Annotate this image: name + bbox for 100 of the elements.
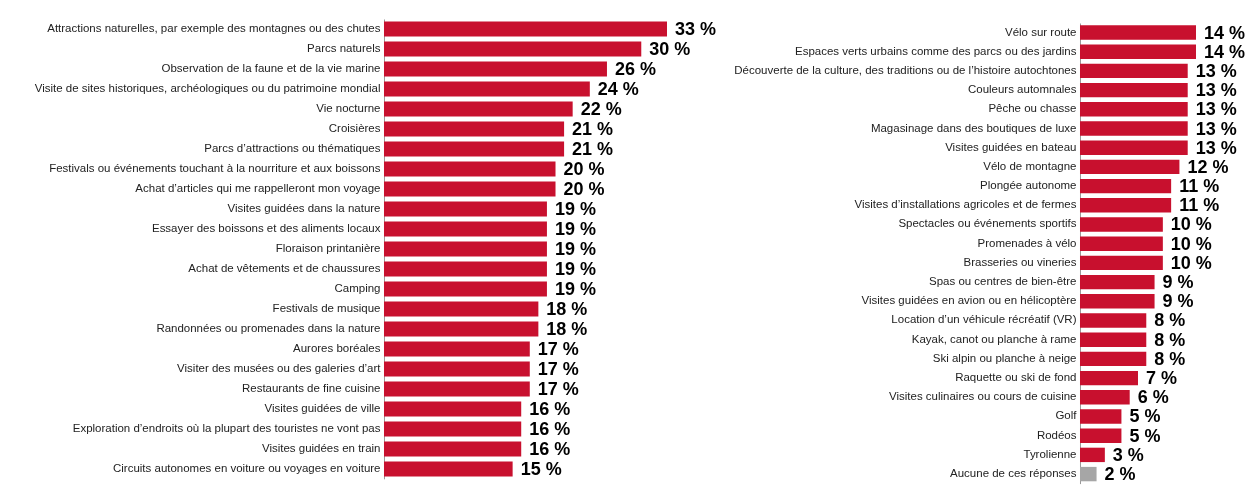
y-tick-label: Vélo sur route [1005,25,1077,38]
data-label: 8 % [1154,329,1186,350]
bar [1080,390,1130,405]
bar [1080,313,1147,328]
bar [1080,198,1172,213]
y-tick-label: Ski alpin ou planche à neige [932,351,1077,364]
bar [384,201,547,217]
data-label: 2 % [1104,464,1136,485]
data-label: 5 % [1129,406,1161,427]
y-tick-label: Achat d’articles qui me rappelleront mon voyage [135,181,381,194]
bar [384,341,530,357]
y-tick-label: Brasseries ou vineries [963,255,1077,268]
y-tick-label: Visites guidées en avion ou en hélicoptère [861,294,1077,307]
y-tick-label: Location d’un véhicule récréatif (VR) [891,313,1077,326]
bar [1080,217,1163,232]
y-tick-label: Visites culinaires ou cours de cuisine [889,390,1077,403]
y-tick-label: Camping [334,281,381,294]
bar [1080,178,1172,194]
y-tick-label: Randonnées ou promenades dans la nature [156,321,381,334]
data-label: 16 % [529,398,571,419]
y-tick-label: Observation de la faune et de la vie marine [161,61,381,74]
data-label: 30 % [649,38,691,59]
data-label: 8 % [1154,310,1186,331]
data-label: 3 % [1112,444,1144,465]
bar [1080,63,1188,79]
data-label: 13 % [1195,60,1237,81]
data-label: 16 % [529,418,571,439]
data-label: 20 % [563,158,605,179]
y-tick-label: Visites guidées de ville [264,401,381,414]
bar [384,421,522,437]
y-tick-label: Achat de vêtements et de chaussures [188,261,381,274]
y-tick-label: Magasinage dans des boutiques de luxe [870,121,1077,134]
y-tick-label: Visiter des musées ou des galeries d’art [177,361,382,374]
y-tick-label: Exploration d’endroits où la plupart des touristes ne vont pas [72,421,381,434]
data-label: 16 % [529,438,571,459]
bar [384,401,522,417]
bar [1080,370,1138,386]
data-label: 19 % [554,218,596,239]
y-tick-label: Rodéos [1036,428,1077,441]
bar [384,301,539,317]
y-tick-label: Tyrolienne [1023,447,1077,460]
data-label: 22 % [580,98,622,119]
data-label: 26 % [614,58,656,79]
data-label: 20 % [563,178,605,199]
y-tick-label: Kayak, canot ou planche à rame [911,332,1077,345]
data-label: 11 % [1179,195,1220,216]
bar [1080,332,1147,347]
bar [384,241,547,257]
data-label: 33 % [675,18,716,39]
bar [1080,159,1180,175]
bar [384,461,513,477]
bar [384,101,573,117]
data-label: 19 % [554,278,596,299]
y-tick-label: Essayer des boissons et des aliments locaux [151,221,381,234]
y-tick-label: Raquette ou ski de fond [955,371,1077,384]
bar [1080,236,1163,251]
bar [384,281,547,297]
bar [1080,255,1163,271]
data-label: 19 % [554,258,596,279]
bar [1080,102,1188,117]
data-label: 12 % [1187,156,1229,177]
bar [384,121,565,137]
y-tick-label: Plongée autonome [980,179,1077,192]
data-label: 10 % [1170,233,1212,254]
bar [384,221,547,237]
data-label: 5 % [1129,425,1161,446]
data-label: 10 % [1170,214,1212,235]
bar [1080,121,1188,136]
bar [1080,428,1122,443]
bar [1080,25,1196,40]
y-tick-label: Visites d’installations agricoles et de fermes [854,198,1077,211]
data-label: 9 % [1162,291,1194,312]
data-label: 18 % [546,298,588,319]
data-label: 9 % [1162,272,1194,293]
bar [1080,351,1147,367]
y-tick-label: Floraison printanière [275,241,381,254]
y-tick-label: Vélo de montagne [983,159,1077,172]
bar [384,161,556,177]
data-label: 6 % [1137,387,1169,408]
data-label: 19 % [554,198,596,219]
bar [384,381,530,397]
bar [1080,140,1188,155]
data-label: 13 % [1195,137,1237,158]
y-tick-label: Découverte de la culture, des traditions ou de l’histoire autochtones [734,63,1077,76]
bar [384,321,539,337]
y-tick-label: Vie nocturne [316,101,381,114]
y-tick-label: Parcs naturels [307,41,381,54]
bar [1080,466,1097,482]
data-label: 18 % [546,318,588,339]
y-tick-label: Visites guidées en train [261,441,381,454]
y-tick-label: Croisières [328,121,381,134]
bar [384,261,547,277]
data-label: 17 % [537,338,579,359]
data-label: 14 % [1203,41,1245,62]
bar [1080,274,1155,290]
data-label: 11 % [1179,176,1220,197]
bar [384,81,590,97]
y-tick-label: Visite de sites historiques, archéologiques ou du patrimoine mondial [34,81,381,94]
y-tick-label: Couleurs automnales [967,83,1077,96]
y-tick-label: Attractions naturelles, par exemple des montagnes ou des chutes [47,21,381,34]
